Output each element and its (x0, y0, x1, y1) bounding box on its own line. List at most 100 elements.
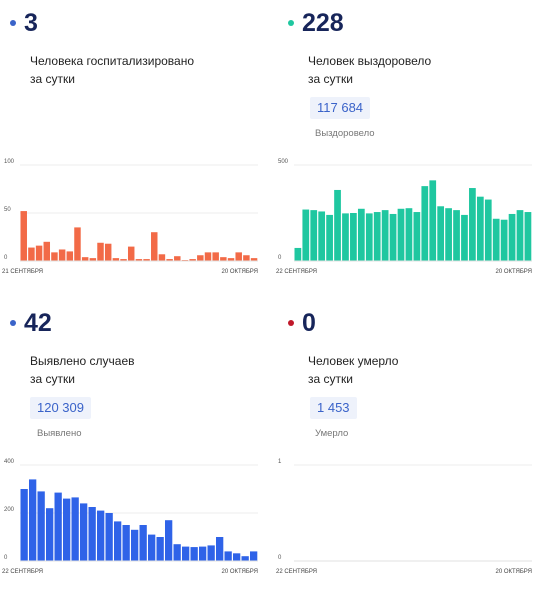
bar (63, 498, 71, 561)
recovered-panel: 228 Человек выздоровело за сутки 117 684… (274, 0, 548, 300)
bar (421, 186, 429, 261)
bar (190, 547, 198, 561)
recovered-chart: 0 500 22 СЕНТЯБРЯ 20 ОКТЯБРЯ (276, 159, 532, 275)
cases-total-label: Выявлено (37, 428, 82, 439)
deaths-total-label: Умерло (315, 428, 349, 439)
recovered-header: 228 (288, 6, 344, 40)
y-tick-label: 0 (4, 555, 8, 561)
bar (112, 258, 120, 261)
bar (46, 508, 54, 561)
deaths-header: 0 (288, 306, 316, 340)
bar (148, 534, 156, 561)
bullet-dot-icon (288, 20, 294, 26)
bar (508, 213, 516, 261)
bar (80, 503, 88, 561)
bar (105, 513, 113, 561)
bar (88, 507, 96, 561)
bar (43, 241, 51, 261)
bar (500, 219, 508, 261)
bar (182, 546, 190, 561)
bar (524, 212, 532, 261)
x-start-label: 22 СЕНТЯБРЯ (276, 569, 317, 575)
deaths-daily-value: 0 (302, 309, 316, 337)
bar (97, 510, 105, 561)
deaths-description: Человек умерло за сутки (308, 352, 528, 388)
hospitalized-daily-value: 3 (24, 9, 38, 37)
bar (365, 213, 373, 261)
x-start-label: 21 СЕНТЯБРЯ (2, 269, 43, 275)
x-start-label: 22 СЕНТЯБРЯ (276, 269, 317, 275)
bar (66, 251, 74, 261)
bar (224, 551, 232, 561)
bar (484, 199, 492, 261)
bar (516, 210, 524, 261)
bar (207, 545, 215, 561)
cases-daily-value: 42 (24, 309, 52, 337)
bar (173, 544, 181, 561)
description-line: Выявлено случаев (30, 354, 135, 368)
x-end-label: 20 ОКТЯБРЯ (221, 269, 258, 275)
bar (241, 556, 249, 561)
bar (71, 497, 79, 561)
bar (189, 259, 196, 261)
description-line: Человек выздоровело (308, 54, 432, 68)
bar (294, 247, 302, 261)
recovered-daily-value: 228 (302, 9, 344, 37)
bar (89, 258, 97, 261)
cases-panel: 42 Выявлено случаев за сутки 120 309 Выя… (0, 300, 274, 600)
cases-chart: 0 200 400 22 СЕНТЯБРЯ 20 ОКТЯБРЯ (2, 459, 258, 575)
description-line: за сутки (308, 72, 353, 86)
bar (250, 551, 258, 561)
recovered-total-label: Выздоровело (315, 128, 375, 139)
bar (139, 525, 147, 561)
bar (97, 242, 104, 261)
bar (461, 214, 468, 261)
bar (165, 520, 173, 561)
description-line: Человека госпитализировано (30, 54, 195, 68)
bar (397, 208, 405, 261)
bar (20, 489, 28, 561)
bar (413, 212, 421, 261)
deaths-total-value: 1 453 (310, 397, 357, 419)
bar (445, 208, 452, 261)
bar (122, 525, 130, 561)
bar (326, 214, 333, 261)
bar (74, 227, 81, 261)
bar (204, 252, 212, 261)
bar (37, 491, 45, 561)
bar (51, 252, 58, 261)
bar (318, 211, 326, 261)
x-end-label: 20 ОКТЯБРЯ (495, 269, 532, 275)
cases-header: 42 (10, 306, 52, 340)
bar (35, 245, 43, 261)
description-line: за сутки (30, 372, 75, 386)
bar (373, 212, 381, 261)
y-tick-label: 500 (278, 159, 289, 165)
bar (220, 257, 227, 261)
bar (199, 546, 207, 561)
bar (104, 243, 112, 261)
bar (429, 180, 437, 261)
y-tick-label: 0 (4, 255, 8, 261)
bar (469, 188, 476, 261)
bar (158, 254, 166, 261)
bar (120, 259, 127, 261)
description-line: за сутки (30, 72, 75, 86)
bullet-dot-icon (10, 320, 16, 326)
bar (492, 218, 500, 261)
bar (389, 213, 397, 261)
hospitalized-chart: 0 50 100 21 СЕНТЯБРЯ 20 ОКТЯБРЯ (2, 159, 258, 275)
bar (381, 210, 389, 261)
bullet-dot-icon (288, 320, 294, 326)
description-line: Человек умерло (308, 354, 399, 368)
description-line: за сутки (308, 372, 353, 386)
hospitalized-header: 3 (10, 6, 38, 40)
y-tick-label: 1 (278, 459, 282, 465)
bar (20, 211, 27, 261)
bar (127, 246, 135, 261)
bar (166, 259, 173, 261)
y-tick-label: 50 (4, 207, 11, 213)
bar (310, 210, 318, 261)
bar (342, 213, 349, 261)
bar (233, 553, 241, 561)
